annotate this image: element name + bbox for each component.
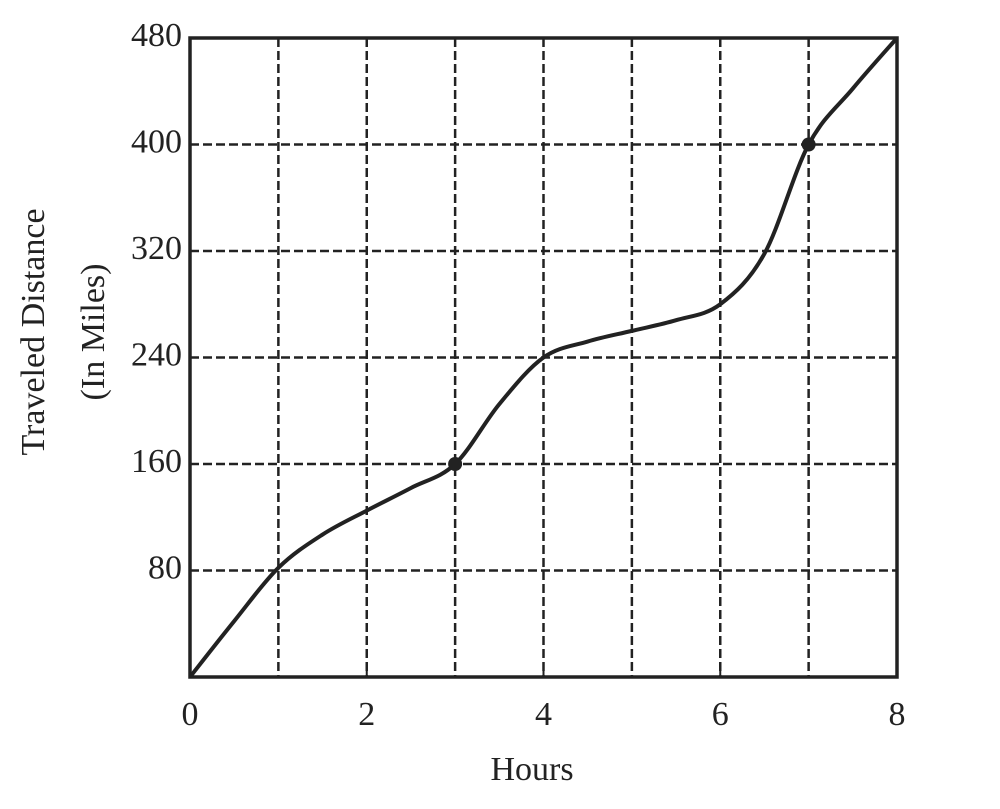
y-tick-label: 400 (131, 123, 182, 160)
y-tick-label: 480 (131, 17, 182, 54)
point-marker (448, 457, 463, 471)
y-tick-label: 320 (131, 230, 182, 267)
y-tick-label: 80 (148, 549, 182, 586)
distance-line (188, 36, 899, 679)
point-marker (801, 137, 816, 152)
x-tick-label: 0 (182, 696, 199, 733)
x-tick-label: 6 (712, 696, 729, 733)
plot-frame (188, 36, 899, 679)
y-axis-label: (In Miles) (75, 264, 112, 401)
y-axis-label: Traveled Distance (15, 208, 52, 455)
x-tick-label: 8 (889, 696, 906, 733)
x-tick-label: 4 (535, 696, 552, 733)
y-tick-label: 240 (131, 336, 182, 373)
x-axis-label: Hours (490, 751, 573, 788)
y-tick-label: 160 (131, 443, 182, 480)
x-tick-label: 2 (358, 696, 375, 733)
